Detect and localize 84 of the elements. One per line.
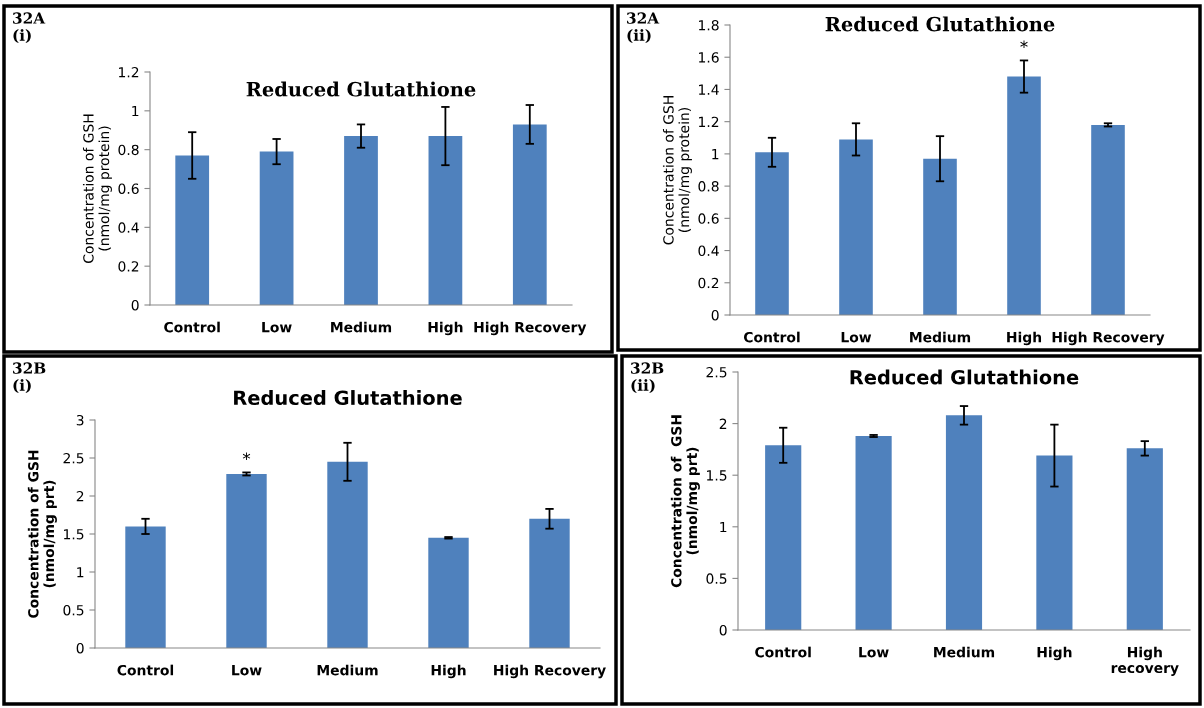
y-tick-label: 1 [77,567,84,578]
y-tick-label: 3 [76,414,84,426]
y-tick-label: 0.6 [698,213,719,224]
y-tick-label: 1 [720,521,727,533]
bar [226,473,267,648]
x-tick-label: High Recovery [1052,331,1165,346]
x-tick-label: High [428,321,463,336]
chart-title: Reduced Glutathione [850,369,1079,385]
y-tick-label: 0.2 [698,277,719,289]
y-tick-label: 1.8 [699,19,719,31]
x-tick-label: Medium [910,331,971,343]
y-tick-label: 2.5 [63,452,84,464]
bar [428,136,463,305]
y-tick-label: 1.4 [699,84,719,95]
bar [175,155,210,305]
bar [428,537,469,648]
bar [765,445,802,630]
x-tick-label: High Recovery [494,664,606,679]
annotation: * [1020,40,1028,49]
y-tick-label: 0.5 [706,573,727,584]
y-tick-label: 0 [76,642,84,654]
y-tick-label: 0.6 [118,183,139,194]
y-tick-label: 0.4 [698,245,719,257]
x-tick-label: High [431,664,466,679]
y-tick-label: 0 [719,624,727,636]
y-axis-title: Concentration of GSH (nmol/mg prt) [670,415,700,588]
y-tick-label: 1.6 [699,52,719,63]
bar [529,518,570,648]
bar [945,415,983,630]
bar [1126,448,1163,630]
bar [344,136,378,305]
bar [259,151,294,305]
y-tick-label: 1.2 [699,116,719,127]
chart-title: Reduced Glutathione [825,16,1055,32]
y-tick-label: 1.2 [119,66,139,78]
x-tick-label: Low [841,332,872,343]
y-axis-title: Concentration of GSH (nmol/mg protein) [662,96,692,245]
y-tick-label: 1 [712,149,719,160]
bar [839,139,873,315]
bar [327,461,368,648]
x-tick-label: High [1007,331,1042,346]
y-tick-label: 0 [131,299,139,311]
bar [923,158,957,315]
y-tick-label: 1.5 [707,470,727,481]
chart-title: Reduced Glutathione [234,390,462,406]
x-tick-label: High [1037,646,1072,661]
y-tick-label: 0.2 [118,261,139,272]
x-tick-label: Control [164,321,220,333]
y-tick-label: 1.5 [64,529,84,540]
x-tick-label: Medium [317,664,378,676]
text: 32A (i) [13,12,46,44]
bar [755,152,789,315]
x-tick-label: Control [117,664,174,676]
y-tick-label: 0.8 [698,181,719,192]
y-tick-label: 0.5 [63,604,84,616]
x-tick-label: High recovery [1111,646,1179,676]
y-tick-label: 2 [719,418,727,429]
y-tick-label: 1 [132,105,139,117]
x-tick-label: Medium [934,646,995,658]
bar [1007,76,1041,315]
x-tick-label: Control [755,646,811,658]
x-tick-label: Medium [331,321,392,333]
x-tick-label: Low [262,322,292,333]
x-tick-label: Control [743,331,800,343]
x-tick-label: Low [232,665,262,676]
text: 32A (ii) [627,12,660,44]
bar [125,526,166,648]
y-tick-label: 0 [711,309,719,321]
bar [512,124,547,305]
x-tick-label: Low [859,647,889,658]
text: 32B (i) [13,362,46,394]
text: 32B (ii) [631,362,664,394]
bar [855,435,892,630]
y-axis-title: Concentration of GSH (nmol/mg protein) [82,114,112,263]
y-tick-label: 0.4 [118,222,139,233]
y-axis-title: Concentration of GSH (nmol/mg prt) [27,450,57,618]
chart-title: Reduced Glutathione [246,81,476,97]
y-tick-label: 2 [76,490,84,502]
bar [1091,124,1125,315]
annotation: * [242,452,251,461]
y-tick-label: 0.8 [118,144,139,156]
y-tick-label: 2.5 [706,366,727,378]
x-tick-label: High Recovery [474,321,587,336]
bar [1036,455,1073,630]
